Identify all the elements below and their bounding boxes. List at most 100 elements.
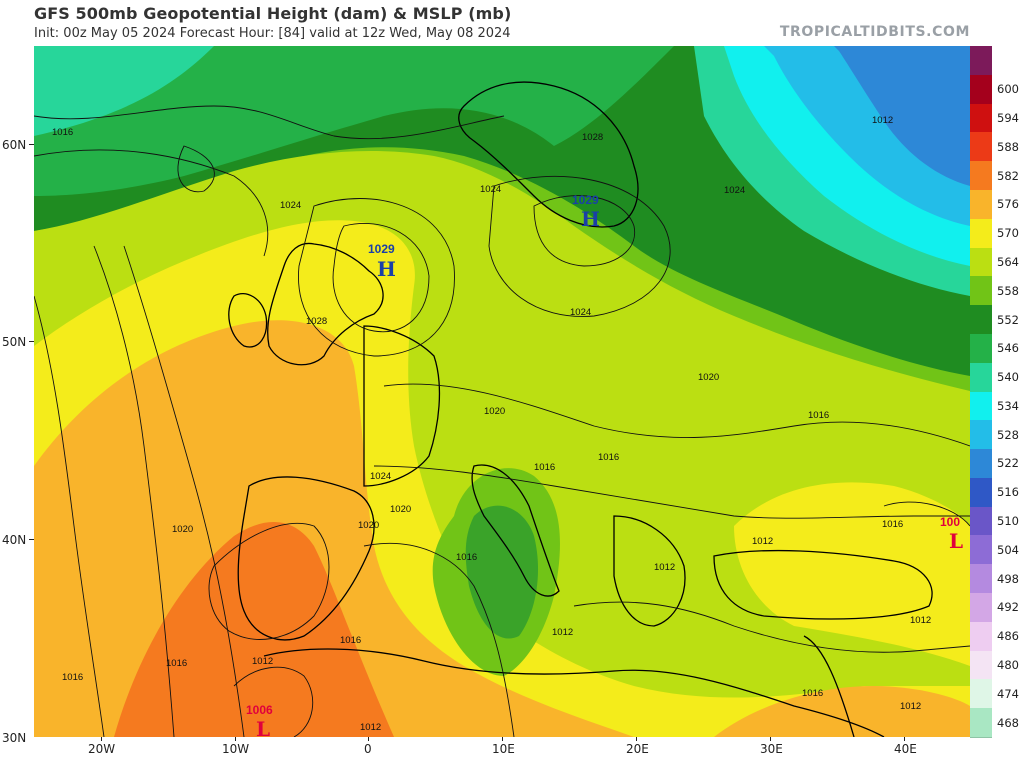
isobar <box>93 245 175 737</box>
colorbar-label: 582 <box>997 168 1019 183</box>
isobar <box>363 542 515 737</box>
height-fill-576-se <box>714 686 970 737</box>
colorbar-swatch <box>970 161 992 192</box>
lon-label-20w: 20W <box>88 742 116 756</box>
isobar-label: 1016 <box>882 519 903 530</box>
colorbar-swatch <box>970 535 992 566</box>
isobar-label: 1012 <box>552 627 573 638</box>
colorbar-label: 528 <box>997 427 1019 442</box>
lat-tick <box>29 539 34 540</box>
isobar-label: 1016 <box>456 552 477 563</box>
isobar-label: 1020 <box>698 372 719 383</box>
balkans-greece-coast <box>613 515 686 627</box>
lon-tick <box>101 737 102 741</box>
isobar <box>34 295 105 737</box>
isobar-label: 1024 <box>724 185 745 196</box>
high-pressure-symbol: H <box>581 207 600 231</box>
colorbar-swatch <box>970 650 992 681</box>
isobar-label: 1016 <box>808 410 829 421</box>
lat-tick <box>29 144 34 145</box>
isobar-label: 1020 <box>358 520 379 531</box>
iberia-coast <box>237 476 375 641</box>
lon-tick <box>770 737 771 741</box>
colorbar-swatch <box>970 708 992 739</box>
weather-map: 1029 H 1029 H 1006 L 100 L 1016 1024 102… <box>34 46 970 737</box>
colorbar-swatch <box>970 305 992 336</box>
colorbar-swatch <box>970 132 992 163</box>
height-fill-582 <box>114 522 394 737</box>
colorbar-swatch <box>970 103 992 134</box>
high-pressure-symbol: H <box>377 257 396 281</box>
isobar-label: 1012 <box>910 615 931 626</box>
lon-tick <box>636 737 637 741</box>
colorbar-label: 552 <box>997 312 1019 327</box>
isobar-label: 1016 <box>340 635 361 646</box>
isobar-label: 1012 <box>900 701 921 712</box>
colorbar-label: 510 <box>997 514 1019 529</box>
colorbar-swatch <box>970 218 992 249</box>
colorbar-label: 480 <box>997 658 1019 673</box>
scandinavia-coast <box>458 81 639 228</box>
lon-label-40e: 40E <box>894 742 917 756</box>
isobar <box>573 601 970 653</box>
isobar-label: 1012 <box>360 722 381 733</box>
colorbar-swatch <box>970 621 992 652</box>
isobar-labels: 1016 1024 1028 1024 1012 1024 1024 1028 … <box>52 115 931 733</box>
lon-tick <box>904 737 905 741</box>
lon-label-30e: 30E <box>760 742 783 756</box>
colorbar-swatch <box>970 564 992 595</box>
height-fill-546 <box>34 46 674 196</box>
brand-watermark: TROPICALTIDBITS.COM <box>779 24 970 40</box>
isobar <box>488 175 671 317</box>
colorbar-swatch <box>970 679 992 710</box>
lon-tick <box>235 737 236 741</box>
great-britain-coast <box>267 242 384 366</box>
colorbar-label: 468 <box>997 715 1019 730</box>
lon-label-10w: 10W <box>222 742 250 756</box>
colorbar-swatch <box>970 593 992 624</box>
colorbar-swatch <box>970 333 992 364</box>
isobar-label: 1024 <box>570 307 591 318</box>
colorbar-swatch <box>970 276 992 307</box>
isobar-label: 1028 <box>582 132 603 143</box>
isobar <box>883 501 970 527</box>
colorbar-swatch <box>970 362 992 393</box>
isobar-label: 1020 <box>484 406 505 417</box>
isobar <box>177 145 215 193</box>
colorbar-label: 558 <box>997 283 1019 298</box>
lat-label-60n: 60N <box>2 138 27 152</box>
isobars <box>34 105 970 737</box>
isobar-label: 1016 <box>52 127 73 138</box>
levant-coast <box>803 635 855 737</box>
isobar-label: 1016 <box>166 658 187 669</box>
isobar-label: 1024 <box>480 184 501 195</box>
colorbar-label: 594 <box>997 110 1019 125</box>
isobar-low <box>233 666 314 737</box>
high-pressure-value: 1029 <box>572 193 599 207</box>
height-fill-522 <box>834 46 970 186</box>
lat-label-50n: 50N <box>2 335 27 349</box>
isobar-label: 1024 <box>280 200 301 211</box>
isobar-high <box>332 223 430 333</box>
isobar-label: 1020 <box>390 504 411 515</box>
isobar-label: 1016 <box>802 688 823 699</box>
low-pressure-value: 1006 <box>246 703 273 717</box>
pressure-centers: 1029 H 1029 H 1006 L 100 L <box>246 193 963 737</box>
colorbar-label: 600 <box>997 82 1019 97</box>
turkey-coast <box>713 549 933 620</box>
isobar-label: 1016 <box>62 672 83 683</box>
lon-label-20e: 20E <box>626 742 649 756</box>
isobar-label: 1020 <box>172 524 193 535</box>
low-pressure-symbol: L <box>256 717 270 737</box>
high-pressure-value: 1029 <box>368 242 395 256</box>
colorbar-swatch <box>970 74 992 105</box>
isobar-label: 1012 <box>872 115 893 126</box>
isobar <box>208 522 330 640</box>
colorbar-label: 534 <box>997 398 1019 413</box>
isobar <box>383 383 970 447</box>
colorbar-label: 492 <box>997 600 1019 615</box>
coastlines <box>228 81 933 737</box>
colorbar-swatch <box>970 449 992 480</box>
isobar <box>123 245 245 737</box>
lon-label-10e: 10E <box>492 742 515 756</box>
